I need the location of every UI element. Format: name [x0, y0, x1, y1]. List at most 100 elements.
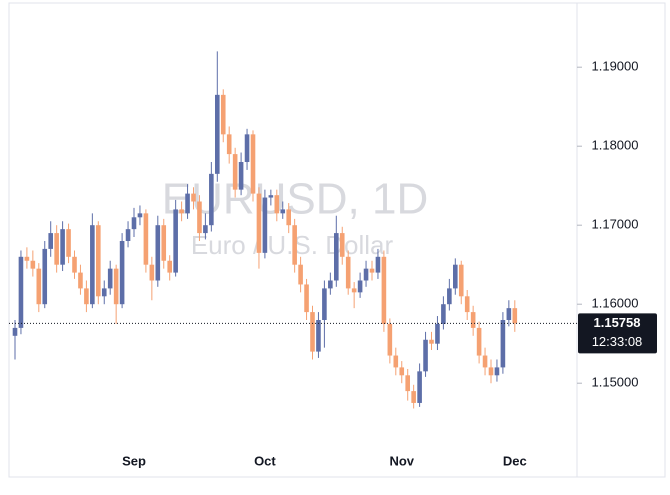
candle-body — [494, 367, 500, 376]
x-tick-label: Sep — [122, 453, 146, 468]
watermark-symbol: EURUSD, 1D — [162, 175, 429, 224]
candle-body — [268, 195, 274, 198]
candle-body — [101, 288, 107, 297]
candle-body — [107, 268, 113, 289]
candle-body — [191, 193, 196, 202]
watermark-description: Euro / U.S. Dollar — [191, 230, 394, 260]
x-tick-label: Oct — [254, 453, 276, 468]
candle-body — [78, 272, 83, 289]
candle-body — [36, 268, 42, 305]
candle-body — [173, 209, 178, 273]
candle-body — [304, 284, 309, 313]
y-tick-label: 1.15000 — [592, 375, 639, 390]
candle-body — [369, 268, 375, 273]
candle-body — [322, 288, 327, 320]
candle-body — [482, 355, 488, 368]
candle-body — [328, 280, 333, 289]
candle-body — [137, 213, 143, 218]
candle-body — [12, 327, 18, 336]
candle-body — [60, 229, 65, 265]
candle-body — [215, 94, 220, 174]
candle-body — [441, 304, 446, 324]
candle-body — [179, 209, 184, 214]
candle-body — [488, 367, 494, 376]
candle-body — [131, 217, 137, 230]
candle-body — [292, 225, 297, 265]
candle-body — [143, 213, 149, 265]
candle-body — [339, 233, 345, 257]
candle-body — [256, 193, 262, 253]
candle-body — [262, 197, 268, 253]
candle-body — [125, 229, 131, 241]
candle-body — [399, 367, 405, 376]
candle-body — [167, 260, 172, 273]
candle-body — [66, 229, 71, 257]
candle-body — [24, 256, 30, 261]
candle-body — [476, 327, 482, 356]
candle-body — [464, 296, 470, 313]
candle-body — [453, 264, 458, 289]
last-price-badge — [578, 313, 657, 354]
candle-body — [113, 268, 119, 305]
candle-body — [447, 288, 452, 305]
candle-body — [286, 209, 291, 226]
candle-body — [280, 209, 286, 214]
candle-body — [429, 339, 434, 344]
candle-body — [500, 320, 506, 368]
candle-body — [298, 264, 303, 285]
candle-body — [387, 323, 393, 356]
candle-body — [244, 134, 250, 162]
candle-body — [238, 162, 244, 190]
candle-body — [345, 256, 351, 289]
y-tick-label: 1.18000 — [592, 138, 639, 153]
frame — [8, 2, 666, 478]
candle-body — [357, 280, 363, 293]
candle-body — [375, 256, 381, 273]
candle-body — [310, 312, 315, 352]
candle-body — [250, 134, 256, 194]
candle-body — [48, 233, 53, 249]
candle-body — [512, 308, 518, 324]
candle-body — [506, 308, 512, 320]
candle-body — [363, 268, 369, 281]
candle-body — [161, 225, 167, 261]
y-tick-label: 1.16000 — [592, 296, 639, 311]
candle-body — [405, 375, 410, 392]
candle-body — [381, 256, 387, 324]
candle-body — [18, 256, 24, 328]
candle-body — [96, 225, 101, 297]
candle-body — [155, 225, 161, 281]
candle-body — [316, 320, 321, 352]
candle-body — [84, 288, 89, 305]
candle-body — [90, 225, 95, 305]
candle-body — [119, 241, 125, 305]
candle-body — [393, 355, 399, 368]
x-tick-label: Dec — [503, 453, 527, 468]
candle-body — [435, 323, 440, 344]
candle-body — [417, 371, 422, 403]
y-tick-label: 1.17000 — [592, 217, 639, 232]
candle-body — [30, 260, 36, 269]
candle-body — [226, 134, 232, 155]
candle-body — [351, 288, 357, 293]
candle-body — [334, 233, 339, 281]
last-price-label: 1.15758 — [594, 315, 641, 330]
candle-body — [232, 154, 238, 190]
candle-body — [470, 312, 476, 328]
candle-body — [220, 94, 226, 135]
candle-body — [42, 248, 48, 305]
candle-body — [185, 193, 190, 214]
candle-body — [149, 264, 155, 281]
y-tick-label: 1.19000 — [592, 59, 639, 74]
x-tick-label: Nov — [389, 453, 414, 468]
candle-body — [274, 195, 280, 214]
candle-body — [411, 391, 416, 403]
candle-body — [197, 201, 202, 234]
candle-body — [203, 225, 208, 234]
candle-body — [423, 339, 428, 372]
countdown-label: 12:33:08 — [592, 334, 643, 349]
candle-body — [72, 256, 77, 273]
candle-body — [458, 264, 464, 297]
candle-body — [209, 173, 214, 226]
